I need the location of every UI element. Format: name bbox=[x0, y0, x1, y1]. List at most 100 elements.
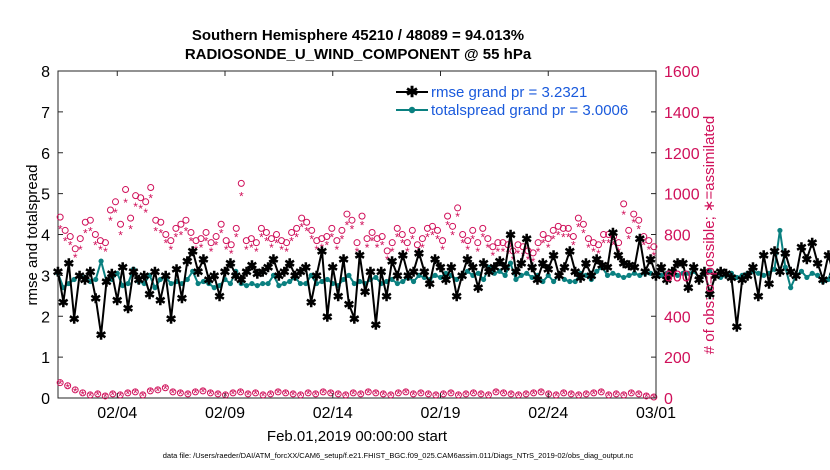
spread-marker bbox=[782, 264, 788, 270]
obs-assimilated-marker: * bbox=[174, 231, 179, 245]
obs-assimilated-marker: * bbox=[289, 235, 294, 249]
obs-assimilated-marker: * bbox=[419, 388, 424, 402]
legend-rmse-label: rmse grand pr = 3.2321 bbox=[431, 84, 587, 101]
obs-possible-marker bbox=[252, 389, 260, 397]
spread-marker bbox=[454, 276, 460, 283]
obs-assimilated-marker: * bbox=[184, 224, 189, 238]
spread-marker bbox=[157, 276, 163, 283]
spread-marker bbox=[400, 278, 406, 285]
obs-assimilated-marker: * bbox=[186, 388, 191, 402]
rmse-marker: ✱ bbox=[748, 260, 759, 275]
spread-marker bbox=[529, 274, 535, 281]
obs-assimilated-marker: * bbox=[284, 245, 289, 259]
obs-possible-marker bbox=[229, 389, 237, 397]
obs-possible-marker bbox=[348, 216, 356, 224]
obs-assimilated-marker: * bbox=[313, 388, 318, 402]
obs-assimilated-marker: * bbox=[259, 231, 264, 245]
obs-possible-marker bbox=[625, 226, 633, 234]
rmse-marker: ✱ bbox=[715, 264, 726, 279]
obs-assimilated-marker: * bbox=[93, 239, 98, 253]
obs-possible-marker bbox=[515, 391, 523, 399]
obs-possible-marker bbox=[444, 212, 452, 220]
obs-assimilated-marker: * bbox=[171, 387, 176, 401]
obs-assimilated-marker: * bbox=[110, 388, 115, 402]
rmse-marker: ✱ bbox=[327, 260, 338, 275]
obs-assimilated-marker: * bbox=[496, 245, 501, 259]
rmse-marker: ✱ bbox=[236, 272, 247, 287]
rmse-marker: ✱ bbox=[155, 293, 166, 308]
y-left-tick-label: 1 bbox=[41, 350, 50, 367]
obs-possible-marker bbox=[534, 239, 542, 247]
rmse-marker: ✱ bbox=[268, 252, 279, 267]
rmse-marker: ✱ bbox=[123, 301, 134, 316]
spread-marker bbox=[200, 278, 207, 285]
obs-possible-marker bbox=[564, 224, 572, 232]
rmse-marker: ✱ bbox=[478, 256, 489, 271]
obs-possible-marker bbox=[154, 386, 162, 394]
obs-possible-marker bbox=[86, 391, 94, 399]
spread-marker bbox=[658, 272, 664, 278]
x-axis-label: Feb.01,2019 00:00:00 start bbox=[267, 428, 448, 445]
spread-marker bbox=[351, 280, 357, 287]
rmse-marker: ✱ bbox=[387, 254, 398, 269]
rmse-marker: ✱ bbox=[354, 248, 365, 263]
obs-possible-marker bbox=[642, 392, 650, 400]
rmse-marker: ✱ bbox=[176, 291, 187, 306]
y-axis-right-label: # of obs: o=possible; ∗=assimilated bbox=[701, 116, 718, 355]
rmse-marker: ✱ bbox=[317, 244, 328, 259]
obs-possible-marker bbox=[388, 239, 396, 247]
obs-assimilated-marker: * bbox=[350, 222, 355, 236]
obs-possible-marker bbox=[489, 243, 497, 251]
spread-marker bbox=[168, 280, 174, 287]
obs-possible-marker bbox=[117, 220, 125, 228]
obs-assimilated-marker: * bbox=[321, 387, 326, 401]
obs-possible-marker bbox=[417, 389, 425, 397]
obs-possible-marker bbox=[187, 228, 195, 236]
spread-marker bbox=[265, 280, 271, 287]
obs-possible-marker bbox=[575, 391, 583, 399]
rmse-marker: ✱ bbox=[209, 268, 220, 283]
obs-possible-marker bbox=[462, 390, 470, 398]
obs-possible-marker bbox=[590, 389, 598, 397]
obs-assimilated-marker: * bbox=[561, 388, 566, 402]
obs-assimilated-marker: * bbox=[65, 381, 70, 395]
obs-assimilated-marker: * bbox=[441, 388, 446, 402]
spread-marker bbox=[685, 270, 691, 276]
rmse-marker: ✱ bbox=[457, 268, 468, 283]
obs-assimilated-marker: * bbox=[380, 239, 385, 253]
obs-possible-marker bbox=[304, 389, 312, 397]
obs-possible-marker bbox=[353, 239, 361, 247]
rmse-marker: ✱ bbox=[193, 264, 204, 279]
obs-possible-marker bbox=[86, 216, 94, 224]
obs-assimilated-marker: * bbox=[179, 229, 184, 243]
spread-marker bbox=[524, 270, 530, 276]
obs-possible-marker bbox=[288, 228, 296, 236]
obs-assimilated-marker: * bbox=[244, 243, 249, 257]
obs-assimilated-marker: * bbox=[133, 386, 138, 400]
obs-assimilated-marker: * bbox=[345, 218, 350, 232]
spread-marker bbox=[227, 280, 233, 287]
rmse-marker: ✱ bbox=[338, 252, 349, 267]
obs-possible-marker bbox=[272, 231, 280, 238]
spread-marker bbox=[195, 280, 201, 287]
spread-marker bbox=[540, 278, 546, 285]
obs-assimilated-marker: * bbox=[216, 388, 221, 402]
obs-possible-marker bbox=[237, 179, 245, 187]
rmse-marker: ✱ bbox=[333, 289, 344, 304]
spread-marker bbox=[588, 276, 594, 283]
obs-possible-marker bbox=[247, 235, 255, 243]
obs-assimilated-marker: * bbox=[636, 388, 641, 402]
rmse-marker: ✱ bbox=[381, 289, 392, 304]
spread-marker bbox=[260, 280, 266, 287]
obs-assimilated-marker: * bbox=[223, 390, 228, 404]
obs-possible-marker bbox=[139, 391, 147, 399]
obs-assimilated-marker: * bbox=[193, 387, 198, 401]
spread-marker bbox=[297, 280, 304, 287]
rmse-marker: ✱ bbox=[505, 228, 516, 243]
legend: ✱ rmse grand pr = 3.2321 totalspread gra… bbox=[396, 84, 628, 119]
obs-possible-marker bbox=[549, 226, 557, 234]
spread-marker bbox=[728, 270, 735, 276]
rmse-marker: ✱ bbox=[602, 260, 613, 275]
rmse-marker: ✱ bbox=[392, 268, 403, 283]
obs-assimilated-marker: * bbox=[470, 233, 475, 247]
